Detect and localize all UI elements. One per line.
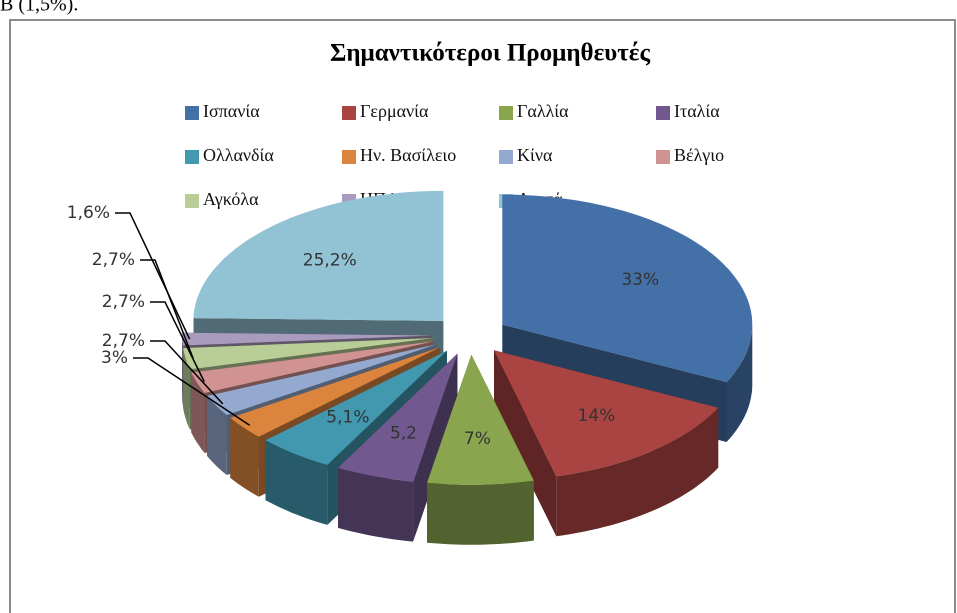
slice [230, 347, 441, 437]
slice [182, 332, 432, 346]
legend-swatch [342, 106, 356, 120]
data-label: 2,7% [102, 331, 145, 351]
legend-swatch [342, 150, 356, 164]
data-label: 5,2 [390, 423, 417, 443]
legend-label: Ιταλία [674, 101, 720, 121]
legend-label: Αγκόλα [203, 189, 259, 209]
slice-side [494, 350, 557, 537]
data-label: 5,1% [326, 408, 369, 428]
leader-line [133, 357, 251, 426]
slice-wall [556, 407, 719, 537]
slice-wall [183, 348, 190, 430]
slice-wall [230, 417, 259, 497]
slice [338, 353, 458, 482]
leader-line [115, 212, 191, 340]
slice-wall [182, 335, 183, 406]
slice-wall [207, 396, 227, 475]
slice [494, 350, 719, 477]
data-label: 2,7% [102, 292, 145, 312]
leader-line [140, 259, 194, 359]
data-label: 14% [578, 406, 616, 426]
slice-wall [265, 440, 328, 525]
legend-label: Γερμανία [360, 101, 429, 121]
page-fragment: B (1,5%). [0, 0, 78, 16]
slice [265, 350, 447, 465]
data-label: 2,7% [92, 250, 135, 270]
slice-wall [427, 480, 534, 545]
legend-label: Ισπανία [203, 101, 260, 121]
slice-wall [726, 324, 753, 442]
legend-swatch [185, 150, 199, 164]
legend-label: Βέλγιο [674, 145, 724, 165]
slice-wall [338, 467, 414, 542]
slice [207, 344, 437, 415]
legend-swatch [656, 150, 670, 164]
slice [183, 338, 433, 370]
data-label: 33% [621, 270, 659, 290]
chart-title: Σημαντικότεροι Προμηθευτές [330, 40, 650, 67]
legend-swatch [185, 106, 199, 120]
legend-swatch [656, 106, 670, 120]
leader-line [150, 340, 224, 405]
slice [191, 341, 434, 393]
legend-swatch [499, 106, 513, 120]
slice [502, 194, 753, 382]
legend-swatch [185, 194, 199, 208]
data-label: 3% [101, 348, 128, 368]
legend-swatch [499, 150, 513, 164]
data-label: 7% [464, 429, 491, 449]
legend-label: Γαλλία [517, 101, 569, 121]
data-label: 25,2% [303, 250, 357, 270]
legend-label: Ην. Βασίλειο [360, 145, 456, 165]
legend-label: Ολλανδία [203, 145, 274, 165]
slice [193, 190, 444, 321]
data-label: 1,6% [67, 203, 110, 223]
legend-label: Κίνα [517, 145, 553, 165]
slice [427, 354, 534, 485]
